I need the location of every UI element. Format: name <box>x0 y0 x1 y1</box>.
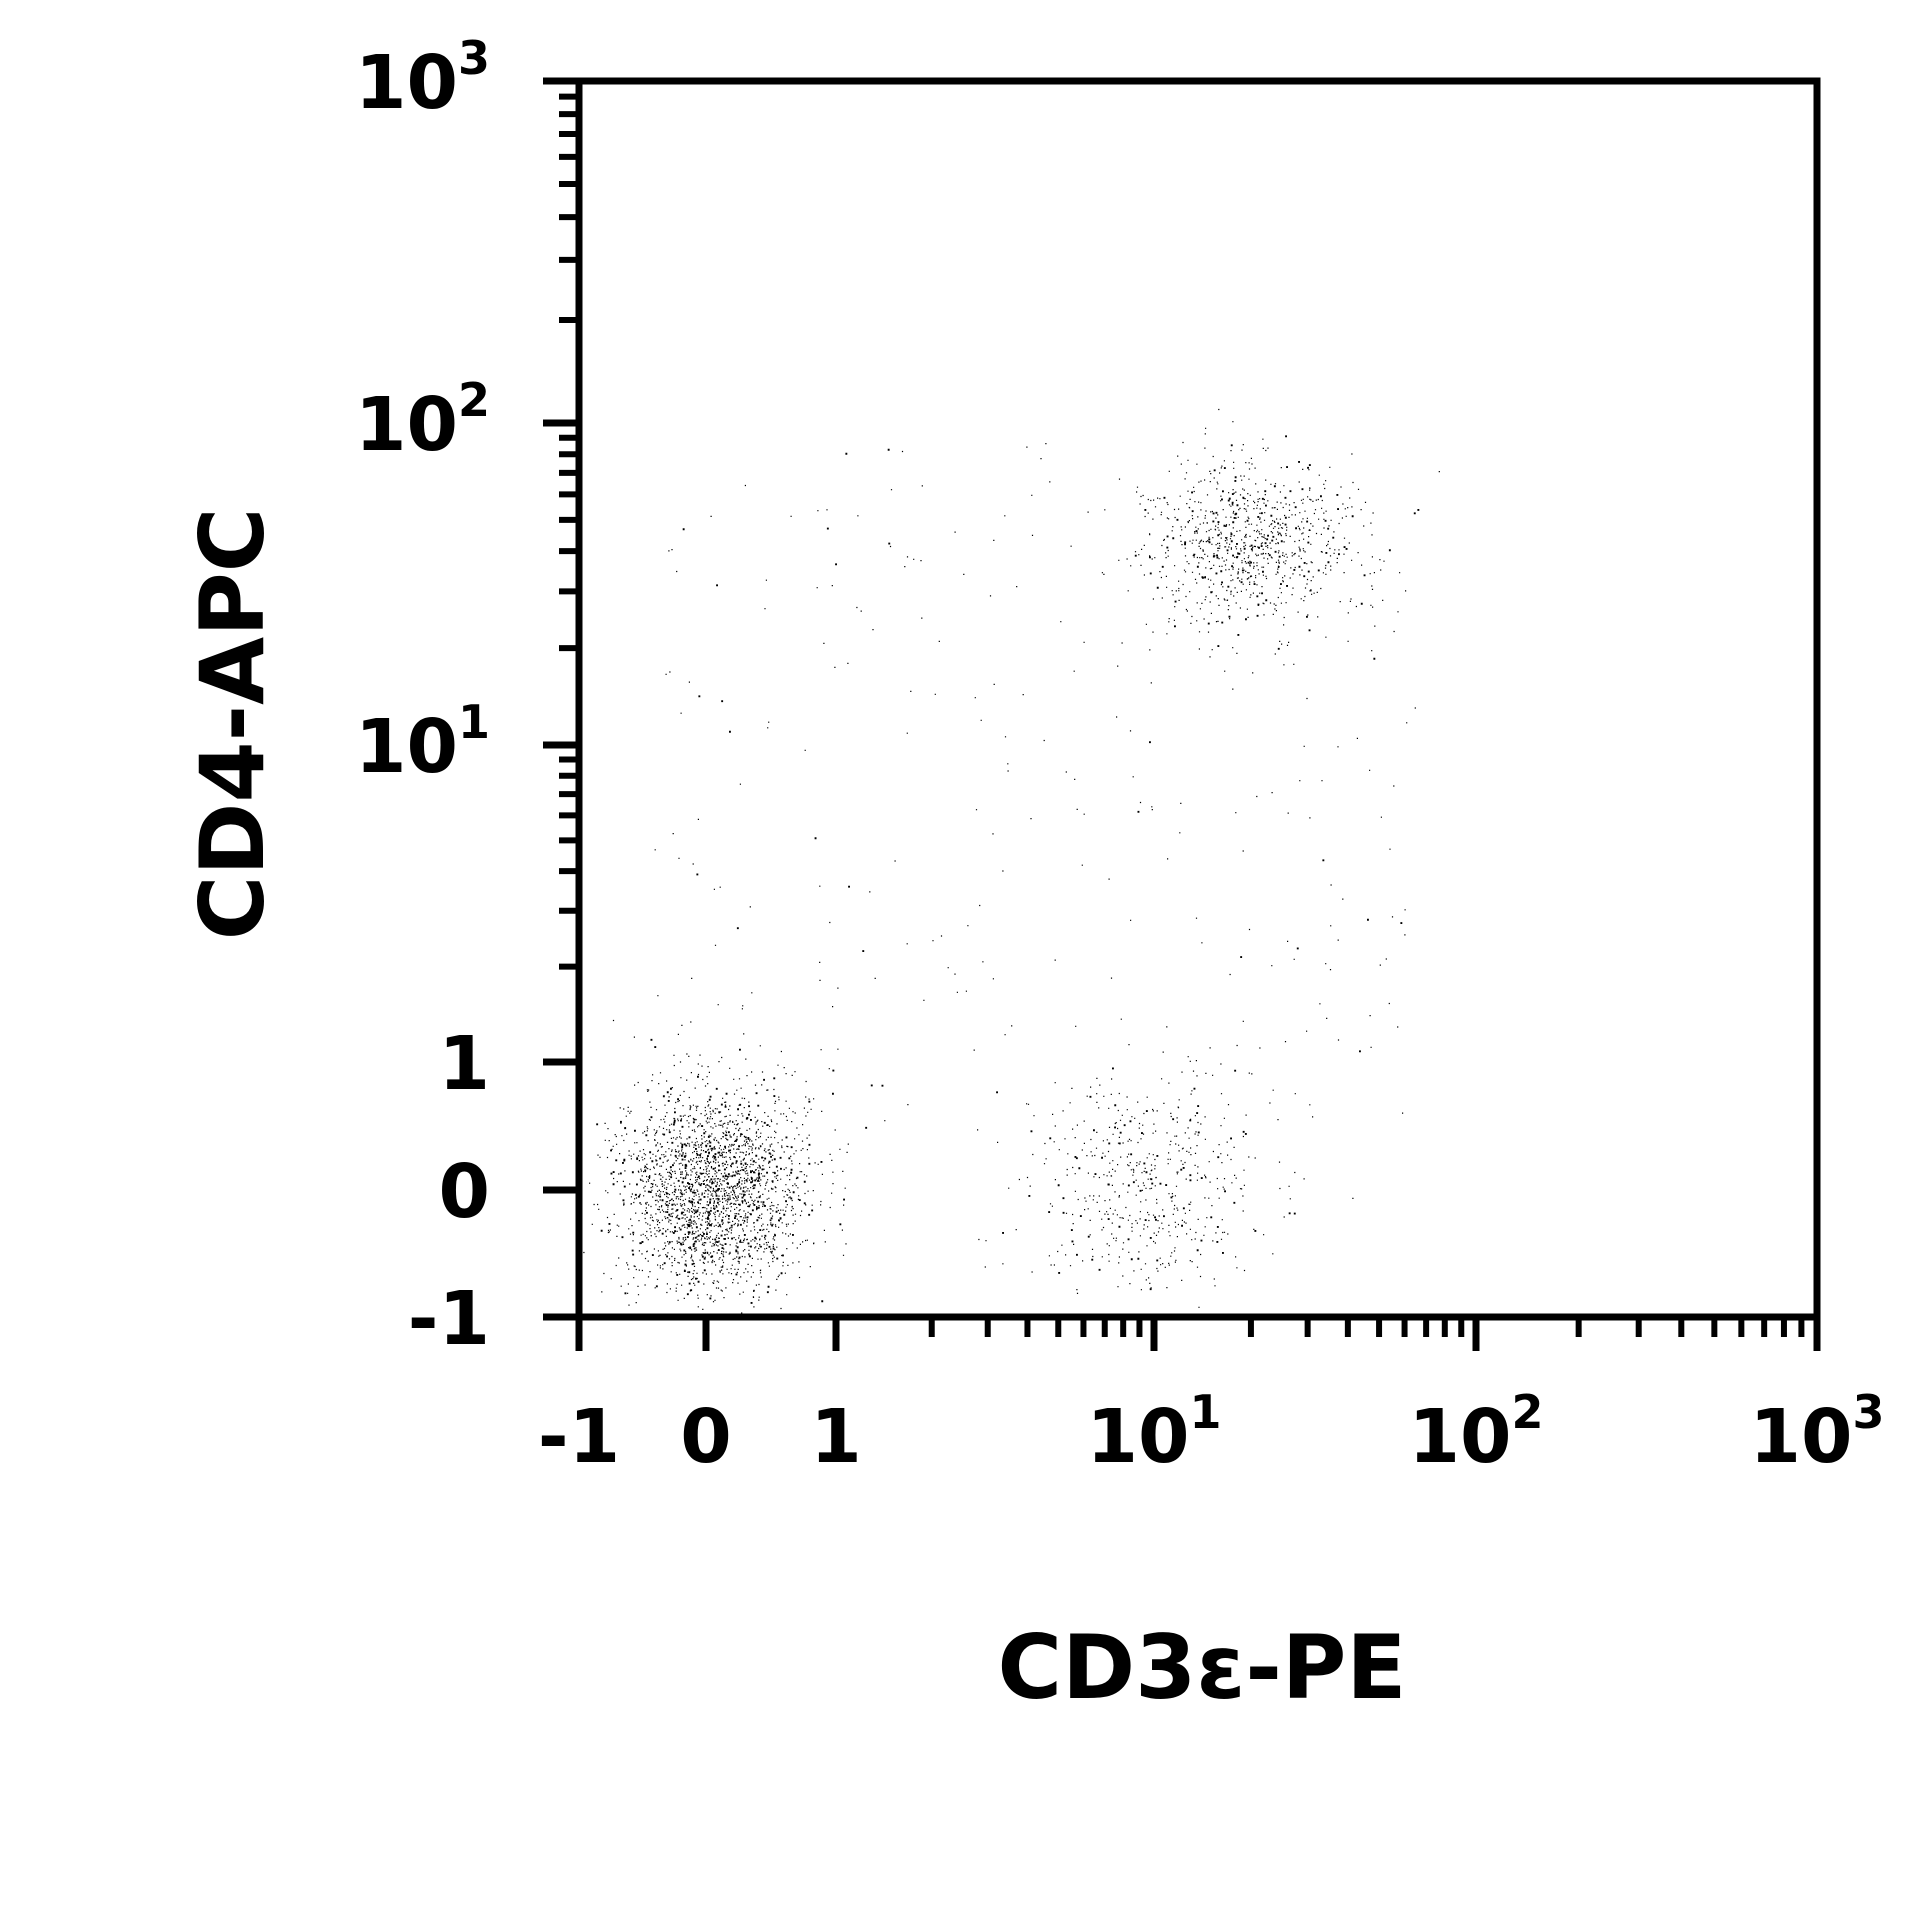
x-tick-label: 0 <box>680 1394 732 1480</box>
plot-frame <box>575 77 1821 1321</box>
y-axis: -1 0 1 101 102 103 <box>355 31 579 1362</box>
event-dots <box>583 408 1440 1314</box>
events-layer <box>583 408 1440 1314</box>
y-tick-label: 101 <box>355 695 490 790</box>
y-axis-title: CD4-APC <box>181 508 284 941</box>
y-tick-label: -1 <box>408 1276 490 1362</box>
x-tick-label: 102 <box>1409 1385 1544 1480</box>
x-axis-title: CD3ε-PE <box>998 1616 1407 1719</box>
y-tick-label: 1 <box>439 1021 491 1107</box>
x-tick-label: 101 <box>1087 1385 1222 1480</box>
y-tick-label: 0 <box>439 1149 491 1235</box>
x-tick-label: -1 <box>538 1394 620 1480</box>
x-axis: -1 0 1 101 102 103 <box>538 1317 1885 1480</box>
x-tick-label: 1 <box>810 1394 862 1480</box>
y-tick-label: 103 <box>355 31 490 126</box>
x-tick-label: 103 <box>1750 1385 1885 1480</box>
y-tick-label: 102 <box>355 373 490 468</box>
